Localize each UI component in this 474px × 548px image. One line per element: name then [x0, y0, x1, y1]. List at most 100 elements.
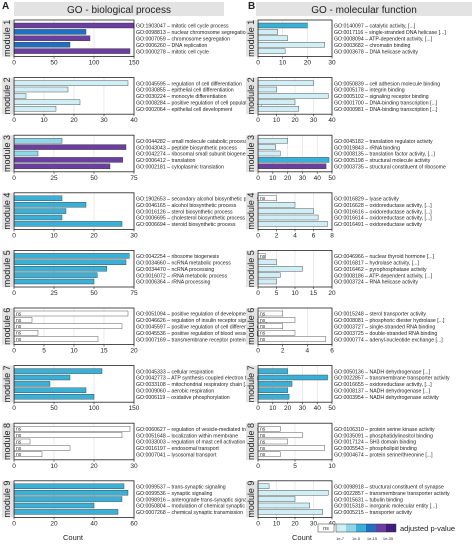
term-label: GO:0035091 – phosphatidylinositol bindin… [334, 433, 433, 439]
module-strip [2, 20, 13, 57]
term-label: GO:0007169 – transmembrane receptor prot… [136, 337, 255, 343]
tick-label: 5 [293, 463, 297, 470]
bar-4 [13, 214, 63, 221]
term-label: GO:0030224 – monocyte differentiation [136, 94, 227, 100]
module-strip [2, 423, 13, 460]
tick-label: 75 [130, 175, 138, 182]
module-strip [2, 77, 13, 115]
ns-label: ns [16, 331, 22, 337]
tick-label: 0 [12, 232, 16, 239]
plot-frame [257, 480, 333, 518]
tick-label: 2 [275, 232, 279, 239]
tick-label: 0 [12, 520, 16, 527]
module-strip [246, 192, 257, 230]
tick-label: 10 [273, 117, 281, 124]
ns-label: ns [16, 446, 22, 452]
legend-gradient-frame [335, 523, 397, 533]
term-label: GO:0017116 – single-stranded DNA helicas… [334, 30, 446, 36]
term-label: GO:0016072 – rRNA metabolic process [136, 273, 228, 279]
tick-label: 30 [310, 117, 318, 124]
term-label: GO:0008081 – phosphoric diester hydrolas… [334, 318, 445, 324]
ns-label: ns [260, 324, 266, 330]
tick-label: 2 [281, 348, 285, 355]
module-strip [246, 365, 257, 403]
tick-label: 0 [256, 405, 260, 412]
module-strip [2, 308, 13, 345]
term-label: GO:0003724 – RNA helicase activity [334, 280, 418, 286]
tick-label: 100 [89, 405, 100, 412]
bar-3 [257, 93, 329, 99]
bar-1 [13, 195, 63, 202]
bar-2 [257, 374, 328, 381]
term-label: GO:0006695 – cholesterol biosynthetic pr… [136, 216, 245, 222]
bar-5 [257, 163, 327, 170]
term-label: GO:0098916 – anterograde trans-synaptic … [136, 497, 255, 503]
module-6-group: module 6 ns GO:0051094 – positive regulati… [2, 307, 268, 355]
bar-3 [13, 93, 27, 99]
tick-label: 30 [328, 60, 336, 67]
term-label: GO:0008186 – ATP-dependent activity, [..… [334, 273, 433, 279]
panel-b-title: GO - molecular function [311, 5, 417, 16]
module-strip [2, 135, 13, 172]
tick-label: 20 [90, 463, 98, 470]
bar-5 [257, 278, 277, 285]
tick-label: 30 [310, 520, 318, 527]
term-label: GO:0098918 – structural constituent of s… [334, 485, 444, 491]
ns-label: ns [16, 452, 22, 458]
tick-label: 20 [70, 117, 78, 124]
term-label: GO:0006694 – steroid biosynthetic proces… [136, 222, 236, 228]
tick-label: 0 [12, 60, 16, 67]
term-label: GO:0046626 – regulation of insulin recep… [136, 318, 268, 324]
term-label: GO:0008284 – positive regulation of cell… [136, 101, 263, 107]
tick-label: 10 [328, 463, 336, 470]
bar-4 [257, 502, 310, 509]
module-label: module 3 [246, 135, 256, 172]
ns-label: ns [260, 446, 266, 452]
tick-label: 20 [284, 175, 292, 182]
tick-label: 0 [256, 463, 260, 470]
module-strip [246, 308, 257, 345]
bar-5 [13, 105, 57, 112]
bar-5 [13, 394, 95, 400]
term-label: GO:0007268 – chemical synaptic transmiss… [136, 510, 243, 516]
term-label: GO:0016462 – pyrophosphatase activity [334, 267, 427, 273]
bar-3 [13, 266, 108, 272]
bar-4 [257, 99, 296, 106]
tick-label: 15 [100, 348, 108, 355]
bar-3 [13, 323, 123, 329]
ns-label: ns [260, 254, 266, 260]
module-3-group: module 3 GO:0044282 – small molecule cata… [2, 134, 252, 182]
module-label: module 8 [2, 423, 12, 460]
bar-2 [13, 490, 129, 496]
plot-frame [257, 365, 333, 403]
tick-label: 15 [310, 290, 318, 297]
term-label: GO:0022857 – transmembrane transporter a… [334, 376, 450, 382]
module-label: module 1 [246, 20, 256, 57]
tick-label: 20 [50, 520, 58, 527]
term-label: GO:0008135 – translation factor activity… [334, 152, 435, 158]
tick-label: 0 [256, 117, 260, 124]
ns-label: ns [260, 427, 266, 433]
term-label: GO:0050839 – cell adhesion molecule bind… [334, 81, 440, 87]
term-label: GO:0050804 – modulation of chemical syna… [136, 504, 254, 510]
tick-label: 0 [12, 175, 16, 182]
legend-gradient-step [356, 524, 366, 532]
module-label: module 4 [246, 193, 256, 230]
ns-label: ns [260, 318, 266, 324]
bar-1 [257, 137, 288, 144]
ns-label: ns [16, 318, 22, 324]
tick-label: 0 [12, 290, 16, 297]
tick-label: 0 [256, 290, 260, 297]
tick-label: 5 [275, 290, 279, 297]
tick-label: 20 [90, 232, 98, 239]
bar-2 [13, 144, 127, 150]
term-label: GO:0006260 – DNA replication [136, 43, 207, 49]
term-label: GO:1902653 – secondary alcohol biosynthe… [136, 197, 262, 203]
bar-1 [13, 368, 103, 374]
tick-label: 30 [299, 175, 307, 182]
bar-3 [257, 381, 293, 387]
tick-label: 4 [306, 348, 310, 355]
plot-frame [13, 249, 135, 288]
tick-label: 10 [40, 117, 48, 124]
term-label: GO:1903047 – mitotic cell cycle process [136, 24, 229, 30]
